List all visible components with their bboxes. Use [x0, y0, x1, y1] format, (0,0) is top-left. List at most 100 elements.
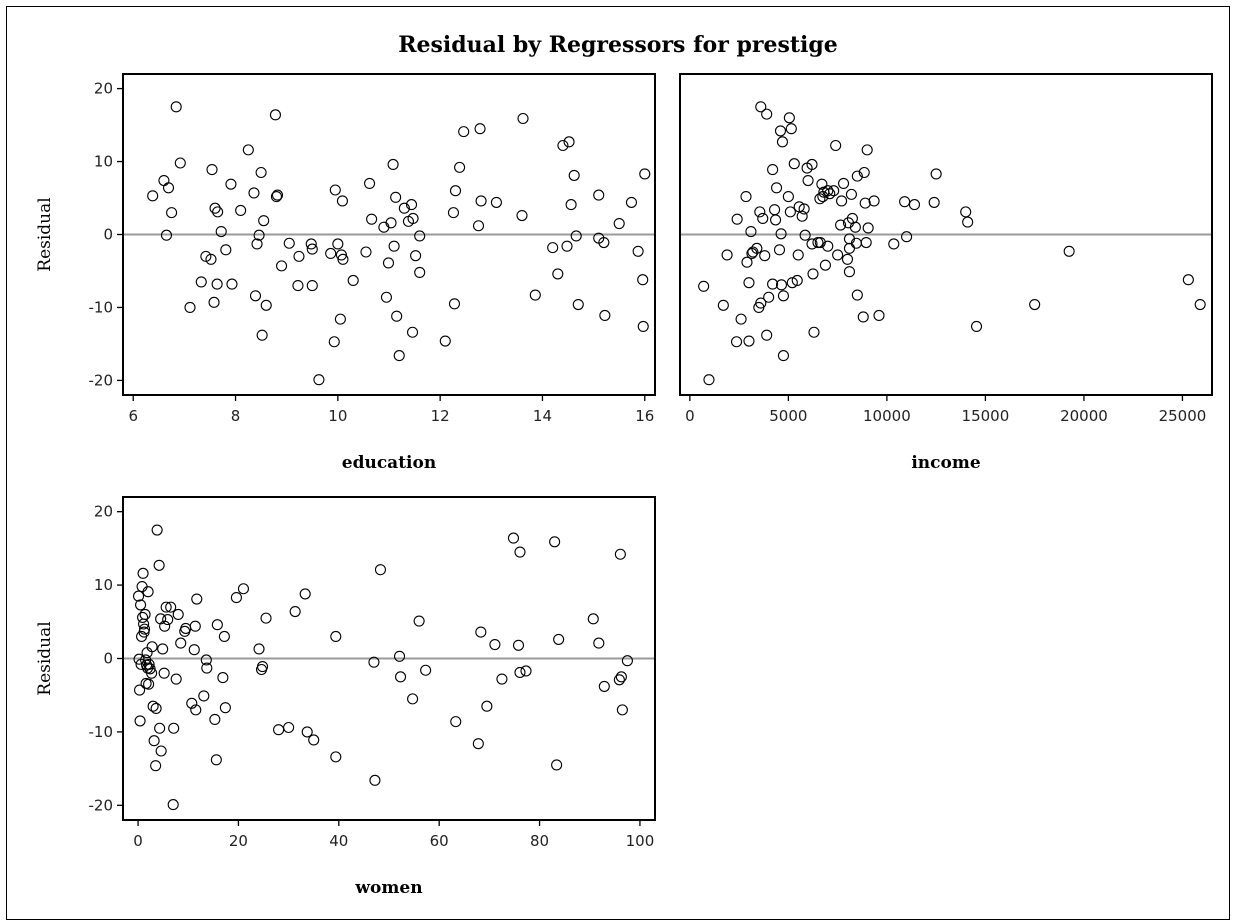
data-point-education [391, 310, 403, 322]
data-point-women [167, 799, 179, 811]
data-point-education [475, 195, 487, 207]
data-point-women [450, 716, 462, 728]
data-point-women [211, 619, 223, 631]
data-point-women [598, 680, 610, 692]
y-tick-label-education: -10 [89, 298, 114, 316]
data-point-women [260, 612, 272, 624]
data-point-education [385, 217, 397, 229]
data-point-women [150, 760, 162, 772]
data-point-women [475, 626, 487, 638]
data-point-income [767, 278, 779, 290]
data-point-income [849, 221, 861, 233]
data-point-education [335, 249, 347, 261]
data-point-women [165, 601, 177, 613]
data-point-income [808, 326, 820, 338]
data-point-income [1182, 274, 1194, 286]
data-point-women [393, 650, 406, 662]
data-point-education [332, 238, 344, 250]
data-point-education [256, 329, 268, 341]
data-point-education [347, 274, 359, 287]
data-point-income [822, 185, 834, 197]
data-point-women [162, 614, 174, 626]
data-point-education [174, 157, 186, 169]
data-point-education [283, 237, 295, 249]
data-point-education [439, 335, 451, 347]
data-point-education [380, 291, 392, 303]
data-point-education [170, 101, 182, 113]
data-point-income [763, 291, 775, 303]
data-point-women [496, 673, 508, 685]
panel-education: 6 8 10 12 14 16 20 10 0 -10 -20 education Residual [35, 73, 656, 473]
data-point-education [162, 182, 175, 194]
x-tick-label-education: 8 [231, 407, 241, 425]
data-point-education [454, 161, 466, 173]
data-point-education [328, 336, 340, 348]
data-point-education [255, 166, 267, 179]
data-point-education [632, 245, 644, 257]
data-point-education [235, 204, 247, 216]
data-point-education [211, 278, 223, 290]
x-tick-label-women: 80 [530, 832, 549, 850]
data-point-income [814, 193, 826, 205]
plot-area-income [679, 73, 1213, 396]
y-axis-label-education: Residual [35, 197, 55, 271]
data-point-women [143, 678, 155, 690]
data-point-income [735, 313, 747, 325]
data-point-women [168, 722, 180, 734]
data-point-education [472, 220, 485, 232]
data-point-income [802, 174, 814, 187]
data-point-education [449, 185, 462, 197]
data-point-income [873, 309, 885, 322]
x-axis-label-education: education [342, 453, 436, 473]
data-point-women [308, 734, 320, 746]
data-point-women [413, 615, 425, 627]
y-tick-label-women: 10 [94, 576, 113, 594]
data-point-women [190, 704, 202, 716]
data-point-education [313, 374, 325, 386]
data-point-education [215, 226, 227, 238]
data-point-income [751, 242, 763, 254]
data-point-education [561, 240, 573, 252]
panel-income: 0 5000 10000 15000 20000 25000 income [679, 73, 1213, 473]
x-tick-label-women: 40 [329, 832, 348, 850]
data-point-income [740, 191, 752, 203]
data-point-income [962, 216, 974, 228]
data-point-income [832, 249, 844, 261]
data-point-education [598, 236, 610, 249]
data-point-women [158, 667, 170, 679]
data-point-education [570, 230, 582, 242]
data-point-income [1063, 245, 1075, 257]
data-point-education [184, 301, 196, 314]
data-point-women [283, 721, 295, 734]
data-point-women [144, 663, 156, 675]
data-point-women [368, 656, 380, 668]
x-tick-label-income: 5000 [769, 407, 807, 425]
data-point-income [845, 188, 857, 200]
data-point-women [489, 639, 501, 651]
data-point-education [147, 190, 159, 202]
data-point-income [1029, 298, 1041, 311]
data-point-women [616, 704, 628, 716]
data-point-women [170, 673, 182, 685]
data-point-income [843, 266, 856, 278]
x-axis-label-income: income [911, 453, 980, 473]
data-point-women [148, 735, 160, 747]
x-tick-label-income: 20000 [1060, 407, 1108, 425]
data-point-income [777, 290, 789, 302]
data-point-education [208, 296, 220, 308]
x-axis-label-women: women [354, 878, 422, 898]
data-point-women [253, 643, 265, 655]
data-point-women [134, 684, 146, 696]
data-point-women [615, 671, 627, 683]
data-point-income [812, 236, 824, 249]
data-point-women [621, 655, 633, 667]
data-point-income [757, 212, 769, 224]
data-point-women [186, 697, 198, 709]
data-point-education [206, 164, 218, 176]
data-point-income [860, 236, 872, 249]
data-point-women [160, 601, 172, 613]
data-point-income [814, 236, 826, 249]
data-point-income [783, 112, 795, 124]
data-point-income [784, 206, 796, 218]
data-point-women [230, 592, 242, 604]
